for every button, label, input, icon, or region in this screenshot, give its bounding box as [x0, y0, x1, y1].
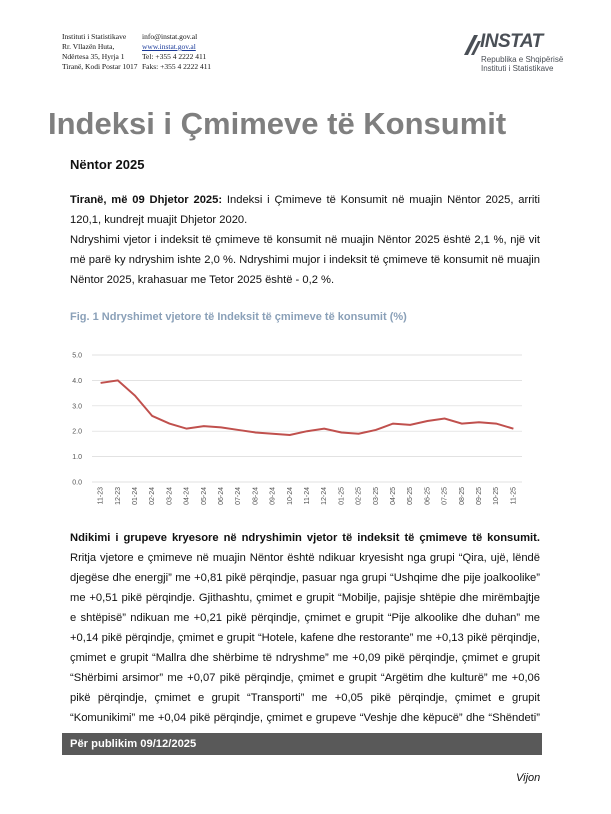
data-line [100, 379, 514, 437]
y-tick-label: 2.0 [72, 429, 82, 436]
y-tick-label: 3.0 [72, 403, 82, 410]
release-bar: Për publikim 09/12/2025 [62, 733, 542, 755]
x-tick-label: 02-24 [149, 487, 156, 505]
address-line: Ndërtesa 35, Hyrja 1 [62, 52, 125, 61]
address-line: Tiranë, Kodi Postar 1017 [62, 62, 138, 71]
fax: Faks: +355 4 2222 411 [142, 62, 211, 71]
document-subtitle: Nëntor 2025 [70, 157, 145, 172]
phone: Tel: +355 4 2222 411 [142, 52, 207, 61]
x-tick-label: 05-24 [201, 487, 208, 505]
x-tick-label: 05-25 [407, 487, 414, 505]
x-tick-label: 04-25 [390, 487, 397, 505]
x-tick-label: 06-24 [218, 487, 225, 505]
paragraph-lead: Ndikimi i grupeve kryesore në ndryshimin… [70, 532, 540, 544]
chart: Fig. 1 Ndryshimet vjetore të Indeksit të… [70, 311, 522, 505]
x-tick-label: 02-25 [356, 487, 363, 505]
y-tick-label: 1.0 [72, 454, 82, 461]
x-tick-label: 04-24 [184, 487, 191, 505]
paragraph-text: Rritja vjetore e çmimeve në muajin Nënto… [70, 552, 540, 744]
x-tick-label: 12-24 [321, 487, 328, 505]
continue-note: Vijon [516, 772, 541, 784]
chart-title: Fig. 1 Ndryshimet vjetore të Indeksit të… [70, 311, 407, 323]
x-tick-label: 03-25 [373, 487, 380, 505]
contact-block: info@instat.gov.al www.instat.gov.al Tel… [142, 32, 211, 72]
paragraph-text: Indeksi i Çmimeve të Konsumit në muajin … [70, 194, 541, 226]
x-tick-label: 11-23 [98, 487, 105, 504]
x-tick-label: 01-24 [132, 487, 139, 505]
paragraph: Ndryshimi vjetor i indeksit të çmimeve t… [70, 230, 540, 290]
email[interactable]: info@instat.gov.al [142, 32, 198, 41]
y-tick-label: 5.0 [72, 353, 82, 360]
paragraph-lead: Tiranë, më 09 Dhjetor 2025: [70, 194, 223, 206]
x-tick-label: 01-25 [338, 487, 345, 505]
paragraph-text: Ndryshimi vjetor i indeksit të çmimeve t… [70, 234, 540, 286]
x-tick-label: 10-24 [287, 487, 294, 505]
address-block: Instituti i Statistikave Rr. Vllazën Hut… [62, 32, 138, 72]
x-tick-label: 12-23 [115, 487, 122, 505]
y-tick-label: 4.0 [72, 378, 82, 385]
website[interactable]: www.instat.gov.al [142, 42, 196, 51]
logo-icon [464, 35, 481, 55]
paragraph: Tiranë, më 09 Dhjetor 2025: Indeksi i Çm… [70, 190, 540, 230]
x-tick-label: 09-25 [476, 487, 483, 505]
x-tick-label: 07-24 [235, 487, 242, 505]
paragraph: Ndikimi i grupeve kryesore në ndryshimin… [70, 528, 540, 748]
address-line: Instituti i Statistikave [62, 32, 127, 41]
x-tick-label: 08-25 [459, 487, 466, 505]
x-tick-label: 06-25 [424, 487, 431, 505]
document-title: Indeksi i Çmimeve të Konsumit [48, 106, 507, 141]
address-line: Rr. Vllazën Huta, [62, 42, 115, 51]
logo-line: Republika e Shqipërisë [481, 55, 564, 64]
x-tick-label: 10-25 [493, 487, 500, 505]
x-tick-label: 11-25 [510, 487, 517, 504]
x-tick-label: 11-24 [304, 487, 311, 504]
x-tick-label: 07-25 [442, 487, 449, 505]
y-tick-label: 0.0 [72, 480, 82, 487]
x-tick-label: 09-24 [270, 487, 277, 505]
x-tick-label: 03-24 [166, 487, 173, 505]
x-tick-label: 08-24 [252, 487, 259, 505]
logo-name: INSTAT [480, 31, 543, 52]
logo-line: Instituti i Statistikave [481, 64, 554, 73]
